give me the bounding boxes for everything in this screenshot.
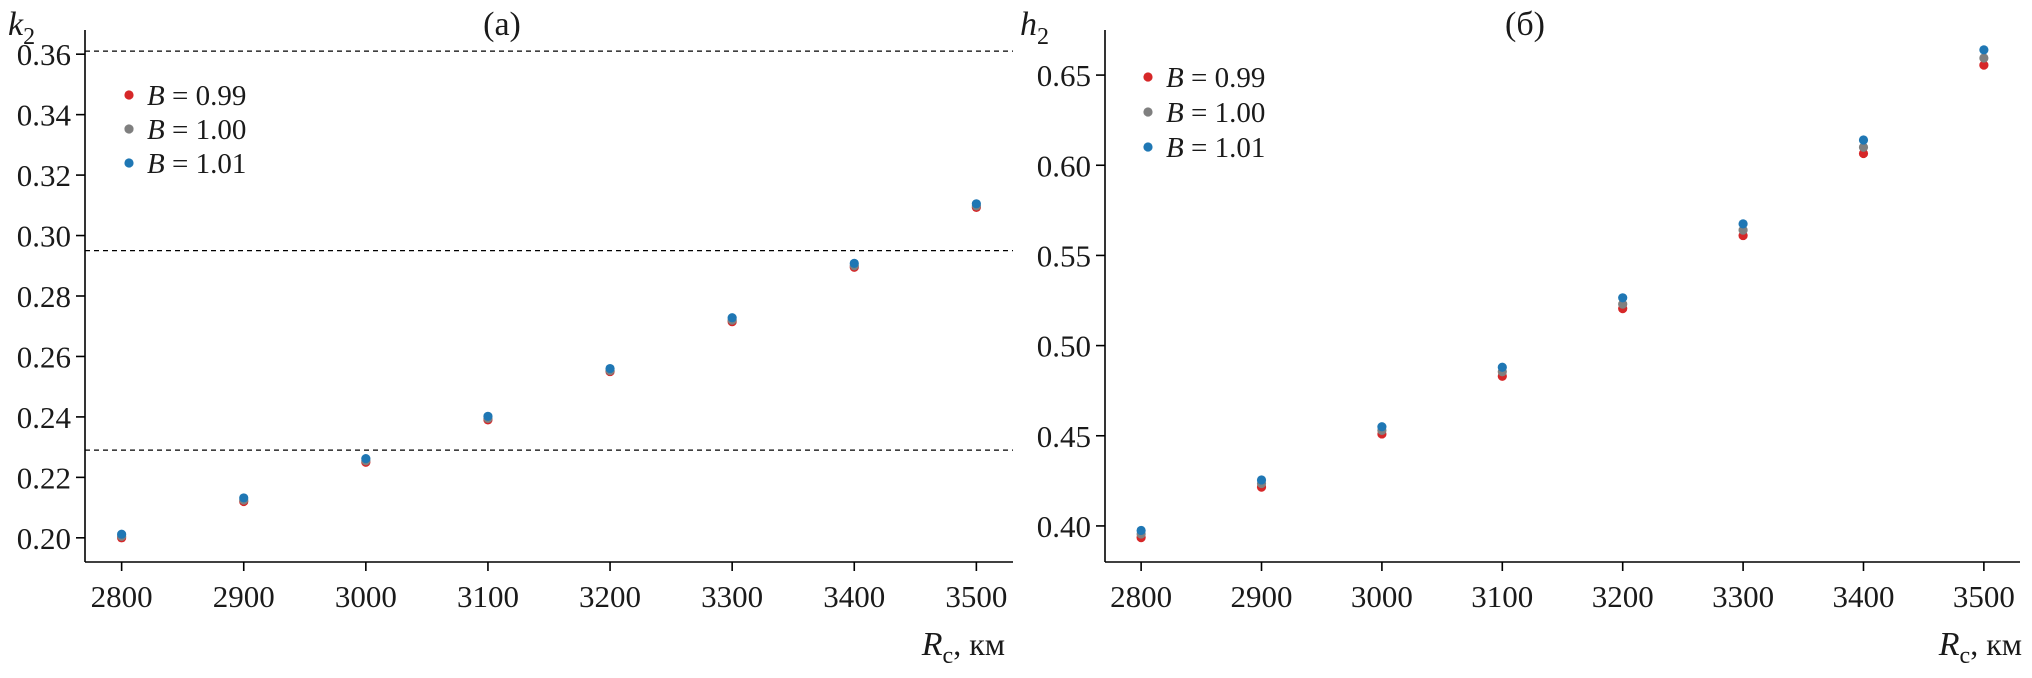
x-tick-label: 3300 xyxy=(701,579,763,614)
panel-b: 0.40 0.45 0.50 0.55 0.60 0.65 2800 2900 3000 3100… xyxy=(1020,6,2022,669)
legend-entry: B = 1.00 xyxy=(1166,97,1265,129)
data-point xyxy=(1497,362,1507,372)
data-point xyxy=(1738,225,1748,235)
x-tick-label: 3100 xyxy=(1471,579,1533,614)
legend-marker xyxy=(1143,142,1153,152)
panel-label: (б) xyxy=(1505,6,1545,43)
y-tick-label: 0.22 xyxy=(17,460,71,495)
data-point xyxy=(1377,422,1387,432)
y-tick-label: 0.50 xyxy=(1037,329,1091,364)
y-tick-label: 0.34 xyxy=(17,98,72,133)
x-tick-label: 2800 xyxy=(91,579,153,614)
legend-marker xyxy=(1143,107,1153,117)
data-point xyxy=(1979,60,1989,70)
x-tick-label: 3400 xyxy=(1832,579,1894,614)
y-axis-label: h2 xyxy=(1020,6,1049,50)
x-tick-label: 3100 xyxy=(457,579,519,614)
legend-entry: B = 1.00 xyxy=(147,114,246,146)
data-point xyxy=(1256,475,1267,485)
data-point xyxy=(1618,293,1628,303)
data-point xyxy=(1979,45,1989,55)
y-tick-label: 0.24 xyxy=(17,400,72,435)
y-tick-label: 0.40 xyxy=(1037,509,1091,544)
legend-marker xyxy=(124,158,134,168)
data-point xyxy=(483,411,493,421)
data-point xyxy=(727,313,737,323)
x-tick-label: 3200 xyxy=(579,579,641,614)
data-point xyxy=(361,454,371,464)
legend-marker xyxy=(124,90,134,100)
legend-entry: B = 1.01 xyxy=(147,148,246,180)
data-point xyxy=(1979,53,1989,63)
x-axis-label: Rc, км xyxy=(1938,626,2022,669)
y-tick-label: 0.20 xyxy=(17,521,71,556)
y-tick-label: 0.60 xyxy=(1037,148,1091,183)
legend-marker xyxy=(124,124,134,134)
panel-a: 0.20 0.22 0.24 0.26 0.28 0.30 0.32 0.34 0.36 2800… xyxy=(8,6,1013,669)
y-tick-label: 0.26 xyxy=(17,339,71,374)
legend-entry: B = 0.99 xyxy=(1166,62,1265,94)
y-tick-label: 0.30 xyxy=(17,219,71,254)
y-tick-label: 0.45 xyxy=(1037,419,1091,454)
data-point xyxy=(1618,299,1628,309)
x-tick-label: 2800 xyxy=(1110,579,1172,614)
data-point xyxy=(971,199,981,209)
y-tick-label: 0.28 xyxy=(17,279,71,314)
x-tick-label: 2900 xyxy=(213,579,275,614)
x-axis-label: Rc, км xyxy=(921,626,1005,669)
x-tick-label: 3500 xyxy=(945,579,1007,614)
data-point xyxy=(239,493,249,503)
data-point xyxy=(1858,142,1869,152)
legend-entry: B = 0.99 xyxy=(147,80,246,112)
y-axis-label: k2 xyxy=(8,6,35,50)
x-tick-label: 3000 xyxy=(335,579,397,614)
data-point xyxy=(1858,135,1869,145)
panel-label: (а) xyxy=(483,6,521,43)
data-point xyxy=(1858,148,1869,159)
data-point xyxy=(1738,219,1748,229)
x-tick-label: 3300 xyxy=(1712,579,1774,614)
y-tick-label: 0.36 xyxy=(17,37,71,72)
x-tick-label: 3500 xyxy=(1953,579,2015,614)
data-point xyxy=(605,363,615,374)
data-point xyxy=(849,258,859,268)
legend-marker xyxy=(1143,72,1153,82)
legend-entry: B = 1.01 xyxy=(1166,132,1265,164)
y-tick-label: 0.65 xyxy=(1037,58,1091,93)
x-tick-label: 3200 xyxy=(1592,579,1654,614)
x-tick-label: 3000 xyxy=(1351,579,1413,614)
y-tick-label: 0.55 xyxy=(1037,238,1091,273)
data-point xyxy=(1136,525,1146,536)
x-tick-label: 2900 xyxy=(1231,579,1293,614)
data-point xyxy=(117,529,127,539)
x-tick-label: 3400 xyxy=(823,579,885,614)
y-tick-label: 0.32 xyxy=(17,158,71,193)
